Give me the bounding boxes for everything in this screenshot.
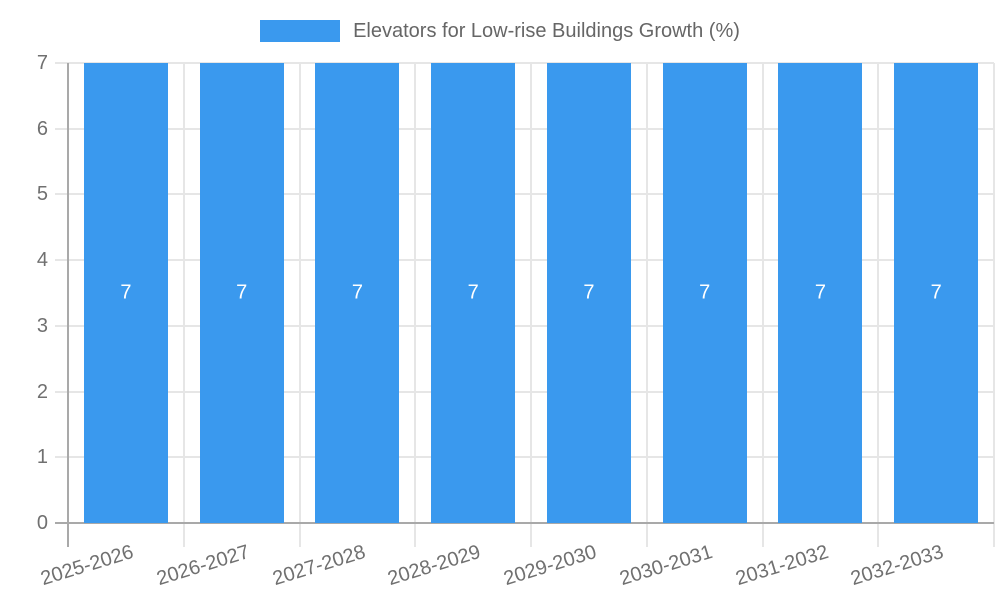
bar[interactable]: 7 <box>83 63 168 523</box>
gridline-v <box>877 63 880 547</box>
x-tick-label: 2026-2027 <box>154 541 253 591</box>
gridline-h <box>55 390 994 393</box>
gridline-h <box>55 456 994 459</box>
x-tick-label: 2032-2033 <box>848 541 947 591</box>
gridline-v <box>645 63 648 547</box>
y-tick-label: 6 <box>36 117 48 140</box>
gridline-h <box>55 259 994 262</box>
gridline-v <box>530 63 532 547</box>
bar-value-label: 7 <box>351 281 363 304</box>
x-tick-label: 2028-2029 <box>385 541 484 591</box>
legend-item[interactable]: Elevators for Low-rise Buildings Growth … <box>260 20 740 42</box>
legend: Elevators for Low-rise Buildings Growth … <box>0 20 1000 42</box>
gridline-h <box>55 62 994 64</box>
y-tick-label: 1 <box>36 446 48 469</box>
gridline-v <box>414 63 417 547</box>
bar-value-label: 7 <box>699 281 711 304</box>
x-tick-label: 2027-2028 <box>269 541 368 591</box>
y-axis-line <box>67 63 69 547</box>
gridline-h <box>55 127 994 130</box>
x-tick-label: 2030-2031 <box>617 541 716 591</box>
y-tick-label: 7 <box>36 52 48 74</box>
bar-value-label: 7 <box>930 281 942 304</box>
bar-value-label: 7 <box>467 281 479 304</box>
bar[interactable]: 7 <box>315 63 400 523</box>
bar[interactable]: 7 <box>431 63 516 523</box>
bar[interactable]: 7 <box>894 63 979 523</box>
x-tick-label: 2031-2032 <box>732 541 831 591</box>
legend-swatch <box>260 20 341 42</box>
bar[interactable]: 7 <box>662 63 747 523</box>
y-tick-label: 2 <box>36 380 48 403</box>
gridline-v <box>298 63 301 547</box>
bar[interactable]: 7 <box>546 63 631 523</box>
gridline-h <box>55 193 994 196</box>
gridline-h <box>55 324 994 327</box>
legend-label: Elevators for Low-rise Buildings Growth … <box>353 20 740 42</box>
bar-value-label: 7 <box>814 281 826 304</box>
gridline-v <box>761 63 764 547</box>
y-tick-label: 5 <box>36 183 48 206</box>
bar[interactable]: 7 <box>199 63 284 523</box>
y-tick-label: 4 <box>36 249 48 272</box>
bar-value-label: 7 <box>120 281 132 304</box>
x-tick-label: 2025-2026 <box>38 541 137 591</box>
gridline-v <box>182 63 185 547</box>
bar-value-label: 7 <box>236 281 248 304</box>
bar-value-label: 7 <box>583 281 595 304</box>
bar[interactable]: 7 <box>778 63 863 523</box>
x-tick-label: 2029-2030 <box>501 541 600 591</box>
y-tick-label: 3 <box>36 314 48 337</box>
y-tick-label: 0 <box>36 512 48 534</box>
gridline-v <box>993 63 995 547</box>
x-axis-line <box>55 522 994 524</box>
